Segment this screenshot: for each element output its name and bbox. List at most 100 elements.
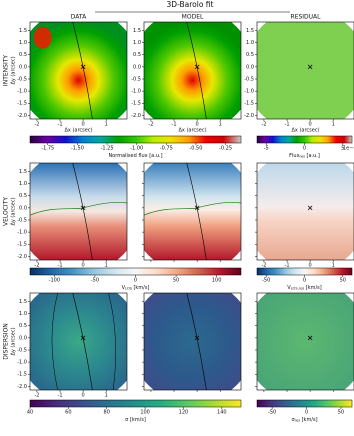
y-tick-label: 1.0 [133, 40, 141, 46]
y-tick-label: -1.0 [17, 360, 27, 366]
axis-curve [186, 292, 207, 391]
map-image [144, 293, 241, 390]
panel-frame [256, 21, 354, 120]
colorbar-tick-label: 140 [217, 410, 227, 416]
row-label: INTENSITY [3, 55, 10, 86]
y-tick-label: 1.5 [19, 28, 27, 34]
y-tick-label: 0.0 [133, 64, 141, 70]
x-tick-label: -1 [285, 263, 290, 269]
y-tick-label: -1.0 [244, 89, 254, 95]
column-title: MODEL [182, 14, 204, 21]
label-tail: [km/s] [302, 417, 318, 423]
panel-frame [143, 162, 242, 261]
label-main: σ [km/s] [125, 417, 146, 423]
x-tick-label: 0 [82, 393, 85, 399]
y-axis-label: Δy (arcsec) [11, 327, 17, 355]
colorbar-tick-label: 0 [303, 146, 306, 152]
x-tick-label: 1 [105, 122, 108, 128]
y-tick-label: -2.0 [131, 113, 141, 119]
x-tick-label: 1 [219, 122, 222, 128]
y-tick-label: 1.5 [246, 28, 254, 34]
colorbar-label: σres [km/s] [291, 417, 317, 423]
column-title: DATA [71, 14, 87, 21]
colorbar-tick-label: 0 [134, 278, 137, 284]
colorbar-label: VLOS [km/s] [122, 285, 150, 291]
contour [108, 292, 116, 391]
y-tick-label: 0.0 [19, 205, 27, 211]
map-blob [33, 26, 52, 49]
colorbar-tick-label: 120 [179, 410, 189, 416]
y-tick-label: 1.5 [19, 299, 27, 305]
colorbar-label: VLOS,res [km/s] [287, 285, 322, 291]
y-tick-label: -1.5 [17, 101, 27, 107]
centre-marker [194, 205, 200, 211]
x-tick-label: -2 [148, 122, 153, 128]
map-image [30, 163, 127, 260]
y-tick-label: -1.5 [244, 101, 254, 107]
label-tail: [a.u.] [307, 153, 320, 159]
map-image [30, 293, 127, 390]
centre-marker [307, 205, 313, 211]
colorbar [29, 135, 242, 144]
y-tick-label: 1.0 [246, 40, 254, 46]
centre-marker [80, 64, 86, 70]
x-tick-label: 1 [105, 263, 108, 269]
y-axis-label: Δy (arcsec) [11, 56, 17, 84]
colorbar-tick-label: -1.25 [101, 146, 114, 152]
y-tick-label: -1.0 [17, 89, 27, 95]
axis-curve [186, 162, 207, 261]
y-tick-label: 0.5 [19, 52, 27, 58]
label-tail: [km/s] [306, 285, 322, 291]
y-tick-label: -1.0 [17, 230, 27, 236]
x-tick-label: -1 [58, 393, 63, 399]
y-tick-label: -2.0 [17, 384, 27, 390]
colorbar-tick-label: -0.75 [160, 146, 173, 152]
colorbar-label: Fluxres [a.u.] [289, 153, 320, 159]
x-tick-label: 0 [309, 122, 312, 128]
y-tick-label: 0.5 [19, 323, 27, 329]
row-label: VELOCITY [3, 197, 10, 226]
colorbar-tick-label: -50 [268, 410, 276, 416]
y-tick-label: -0.5 [17, 76, 27, 82]
label-sub: res [300, 155, 306, 159]
axis-curve [72, 292, 93, 391]
axis-curve [186, 21, 207, 120]
colorbar-tick-label: -1.75 [41, 146, 54, 152]
panel-frame [29, 162, 128, 261]
label-tail: [km/s] [133, 285, 149, 291]
y-tick-label: 1.5 [19, 169, 27, 175]
contour [51, 292, 58, 391]
colorbar-tick-label: 5 [341, 146, 344, 152]
colorbar-tick-label: 0 [305, 410, 308, 416]
centre-marker [80, 205, 86, 211]
x-tick-label: 1 [105, 393, 108, 399]
centre-marker [307, 64, 313, 70]
x-tick-label: -2 [261, 263, 266, 269]
column-title: RESIDUAL [291, 14, 322, 21]
label-main: V [122, 285, 126, 291]
x-tick-label: 1 [332, 122, 335, 128]
colorbar [256, 267, 353, 276]
y-tick-label: -1.5 [131, 101, 141, 107]
label-main: V [287, 285, 291, 291]
colorbar-tick-label: -5 [264, 146, 269, 152]
row-label: DISPERSION [3, 323, 10, 360]
colorbar-tick-label: -50 [91, 278, 99, 284]
panel-frame [143, 21, 242, 120]
x-tick-label: -2 [34, 122, 39, 128]
colorbar-tick-label: 100 [140, 410, 150, 416]
label-main: Normalised flux [a.u.] [108, 153, 162, 159]
colorbar-tick-label: -1.50 [71, 146, 84, 152]
x-tick-label: 0 [82, 263, 85, 269]
colorbar-tick-label: 0 [303, 278, 306, 284]
y-tick-label: -0.5 [244, 76, 254, 82]
colorbar-tick-label: 50 [340, 278, 346, 284]
axis-curve [72, 21, 93, 120]
colorbar-tick-label: 100 [212, 278, 222, 284]
label-sub: LOS,res [291, 287, 305, 291]
y-tick-label: 0.0 [19, 335, 27, 341]
label-main: σ [291, 417, 295, 423]
map-image [257, 22, 354, 119]
colorbar [256, 135, 353, 144]
